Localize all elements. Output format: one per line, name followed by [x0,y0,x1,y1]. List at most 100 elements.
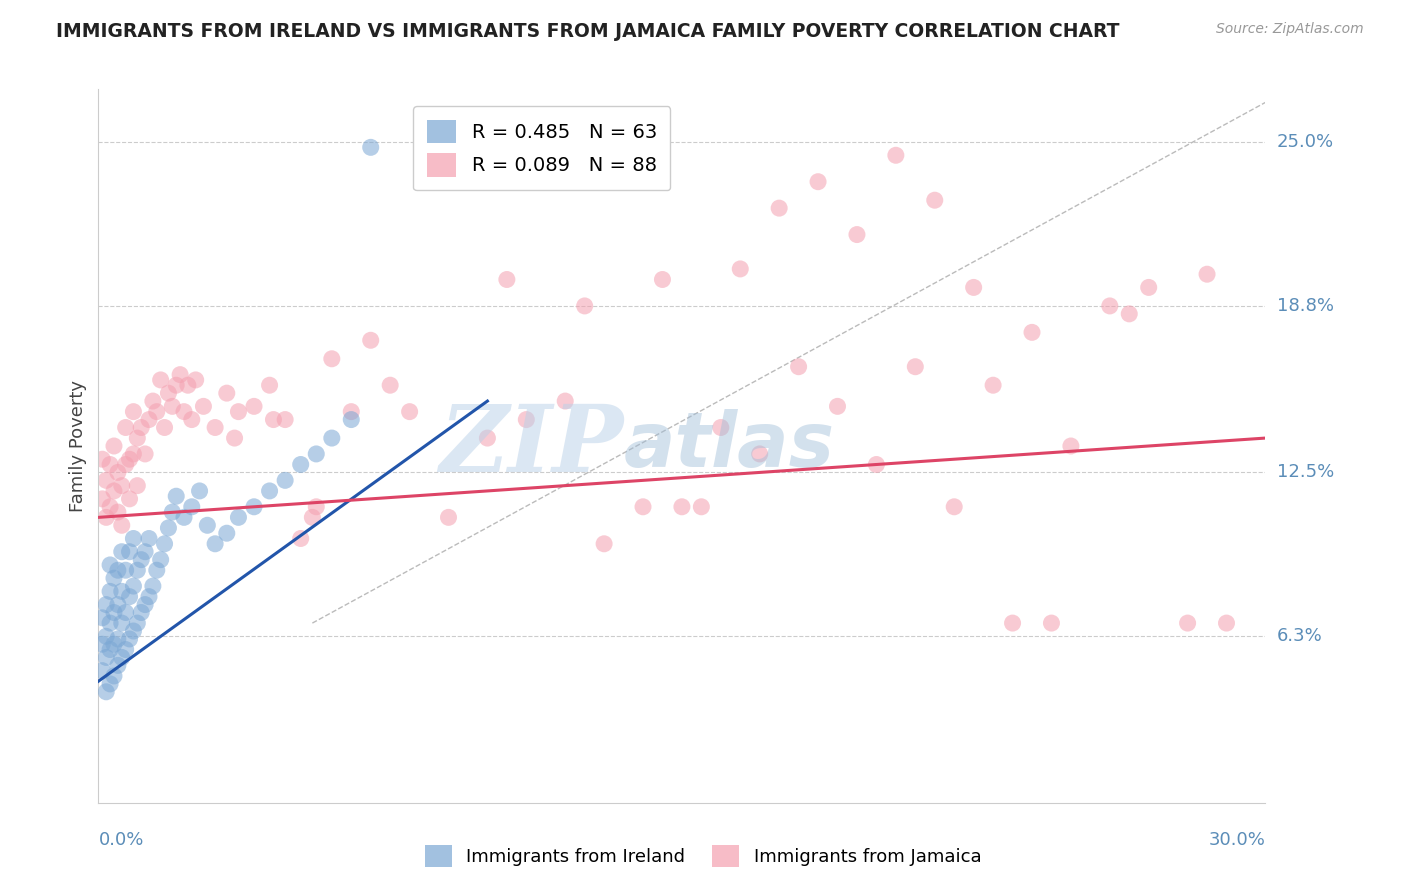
Text: 6.3%: 6.3% [1277,627,1322,645]
Point [129,420,152,434]
Point [91,637,114,651]
Point [215,386,238,401]
Point [114,458,136,472]
Point [129,552,152,566]
Point [127,431,149,445]
Y-axis label: Family Poverty: Family Poverty [69,380,87,512]
Point [91,611,114,625]
Text: 25.0%: 25.0% [1277,133,1334,151]
Point [768,201,790,215]
Point [91,664,114,678]
Point [134,545,156,559]
Point [91,452,114,467]
Point [228,404,250,418]
Point [398,404,420,418]
Point [1215,616,1237,631]
Point [340,404,363,418]
Point [118,452,141,467]
Point [111,518,134,533]
Point [146,404,169,418]
Point [290,458,312,472]
Point [846,227,869,242]
Point [224,431,246,445]
Point [153,537,176,551]
Point [1021,326,1043,340]
Point [107,598,129,612]
Point [904,359,927,374]
Point [1001,616,1024,631]
Point [96,685,118,699]
Point [129,606,152,620]
Point [162,505,184,519]
Point [98,677,121,691]
Point [111,650,134,665]
Point [103,637,125,651]
Point [360,333,382,347]
Point [122,447,145,461]
Point [107,632,129,646]
Point [1060,439,1083,453]
Point [157,521,180,535]
Point [114,420,136,434]
Point [157,386,180,401]
Point [103,669,125,683]
Point [122,579,145,593]
Point [228,510,250,524]
Point [96,474,118,488]
Point [981,378,1004,392]
Point [865,458,887,472]
Point [380,378,402,392]
Text: atlas: atlas [624,409,835,483]
Point [98,558,121,572]
Point [149,552,172,566]
Point [118,545,141,559]
Point [262,412,284,426]
Legend: R = 0.485   N = 63, R = 0.089   N = 88: R = 0.485 N = 63, R = 0.089 N = 88 [413,106,671,191]
Point [1137,280,1160,294]
Point [111,616,134,631]
Point [215,526,238,541]
Point [274,474,297,488]
Point [437,510,460,524]
Point [1098,299,1121,313]
Point [554,394,576,409]
Point [146,563,169,577]
Point [204,420,226,434]
Point [114,563,136,577]
Point [138,532,160,546]
Text: Source: ZipAtlas.com: Source: ZipAtlas.com [1216,22,1364,37]
Point [305,447,328,461]
Point [118,632,141,646]
Point [274,412,297,426]
Point [138,590,160,604]
Point [96,510,118,524]
Point [180,500,202,514]
Point [730,261,752,276]
Point [243,400,266,414]
Point [118,590,141,604]
Point [138,412,160,426]
Point [142,394,165,409]
Point [111,545,134,559]
Point [98,584,121,599]
Point [321,351,343,366]
Point [114,642,136,657]
Point [321,431,343,445]
Point [98,642,121,657]
Point [188,483,211,498]
Point [574,299,596,313]
Point [96,650,118,665]
Point [827,400,849,414]
Point [165,489,187,503]
Point [259,483,281,498]
Point [118,491,141,506]
Point [259,378,281,392]
Point [204,537,226,551]
Point [96,598,118,612]
Point [134,598,156,612]
Point [127,563,149,577]
Point [962,280,984,294]
Point [162,400,184,414]
Point [173,510,195,524]
Point [107,563,129,577]
